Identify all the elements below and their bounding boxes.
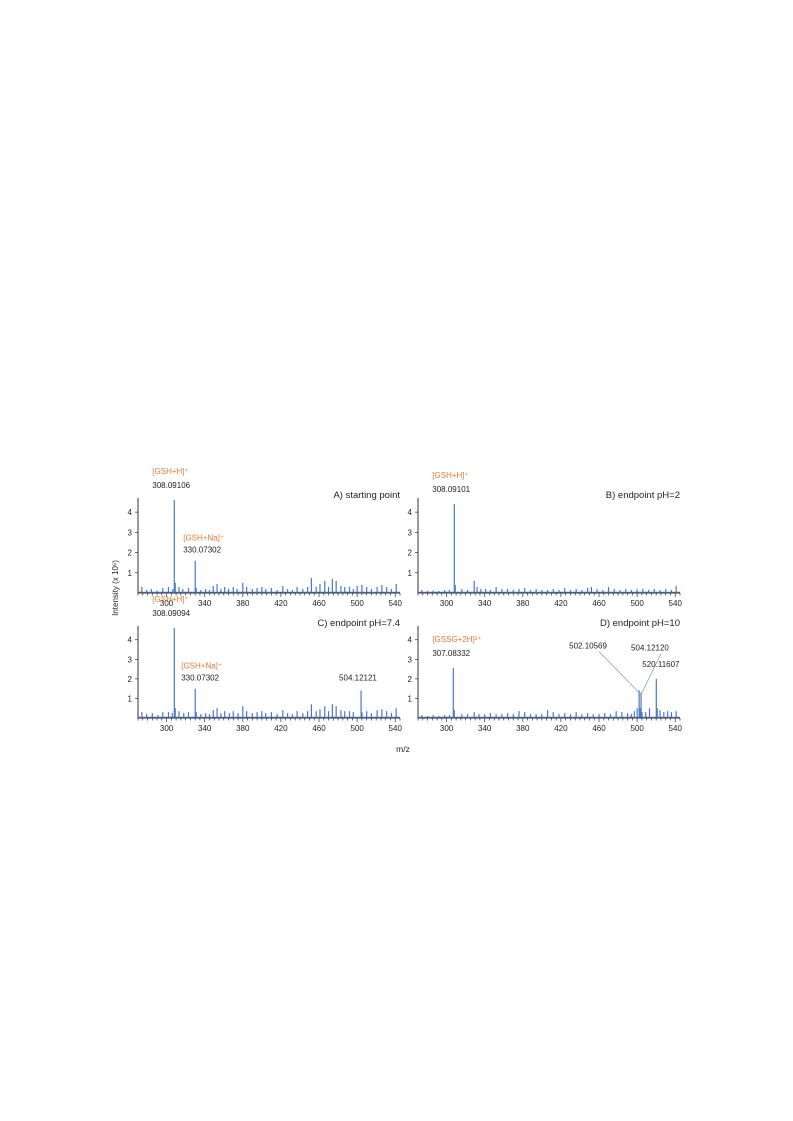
y-axis-label: Intensity (x 10⁶) [111,560,120,616]
x-tick-label: 340 [478,599,492,608]
x-tick-label: 540 [669,724,683,733]
y-tick-label: 2 [128,675,133,684]
x-tick-label: 300 [160,724,174,733]
y-tick-label: 4 [408,508,413,517]
x-tick-label: 420 [274,724,288,733]
x-tick-label: 340 [198,724,212,733]
panel-title: A) starting point [333,490,400,501]
ion-label: [GSSG+2H]²⁺ [432,635,481,644]
x-tick-label: 420 [274,599,288,608]
peak-mz-label: 520.11607 [642,660,680,669]
x-tick-label: 340 [198,599,212,608]
x-axis-label: m/z [396,744,410,754]
y-tick-label: 4 [408,636,413,645]
peak-mz-label: 308.09101 [432,485,470,494]
x-tick-label: 380 [236,724,250,733]
x-tick-label: 300 [440,724,454,733]
panel-title: B) endpoint pH=2 [606,490,680,501]
x-tick-label: 420 [554,599,568,608]
y-tick-label: 2 [408,549,413,558]
ion-label: [GSH+H]⁺ [152,467,188,476]
ion-label: [GSH+Na]⁺ [183,534,224,543]
x-tick-label: 460 [592,724,606,733]
x-tick-label: 500 [350,724,364,733]
y-tick-label: 1 [128,569,133,578]
x-tick-label: 540 [389,724,403,733]
x-tick-label: 460 [312,724,326,733]
y-tick-label: 3 [128,655,133,664]
panel-title: C) endpoint pH=7.4 [317,618,400,629]
peak-mz-label: 307.08332 [432,649,470,658]
ion-label: [GSH+H]⁺ [432,471,468,480]
y-tick-label: 4 [128,636,133,645]
x-tick-label: 420 [554,724,568,733]
ion-label: [GSH+H]⁺ [152,595,188,604]
y-tick-label: 2 [408,675,413,684]
y-tick-label: 3 [408,528,413,537]
spectrum-panel-c: 300 340 380 420 460 500 540 1 2 3 4 C) endpoint pH=… [128,595,403,733]
x-tick-label: 540 [669,599,683,608]
annotation-leader-line [640,653,662,695]
y-tick-label: 2 [128,549,133,558]
y-tick-label: 4 [128,508,133,517]
peak-mz-label: 330.07302 [181,674,219,683]
peak-mz-label: 504.12120 [631,644,669,653]
y-tick-label: 3 [408,655,413,664]
panel-title: D) endpoint pH=10 [600,618,680,629]
x-tick-label: 380 [516,724,530,733]
x-tick-label: 460 [592,599,606,608]
peak-mz-label: 308.09106 [152,481,190,490]
x-tick-label: 500 [630,724,644,733]
spectrum-panel-d: 300 340 380 420 460 500 540 1 2 3 4 D) endpoint pH=… [408,618,683,733]
y-tick-label: 1 [408,694,413,703]
peak-mz-label: 504.12121 [339,674,377,683]
annotation-leader-line [598,651,640,693]
x-tick-label: 380 [516,599,530,608]
x-tick-label: 460 [312,599,326,608]
x-tick-label: 300 [440,599,454,608]
x-tick-label: 380 [236,599,250,608]
y-tick-label: 1 [408,569,413,578]
peak-mz-label: 330.07302 [183,546,221,555]
ion-label: [GSH+Na]⁺ [181,662,222,671]
peak-mz-label: 502.10569 [569,642,607,651]
x-tick-label: 500 [350,599,364,608]
spectrum-panel-b: 300 340 380 420 460 500 540 1 2 3 4 B) endpoint pH=… [408,471,683,608]
y-tick-label: 3 [128,528,133,537]
y-tick-label: 1 [128,694,133,703]
x-tick-label: 340 [478,724,492,733]
x-tick-label: 300 [160,599,174,608]
x-tick-label: 500 [630,599,644,608]
x-tick-label: 540 [389,599,403,608]
spectrum-panel-a: 300 340 380 420 460 500 540 1 2 3 4 A) starting poi… [128,467,403,608]
peak-mz-label: 308.09094 [152,609,190,618]
